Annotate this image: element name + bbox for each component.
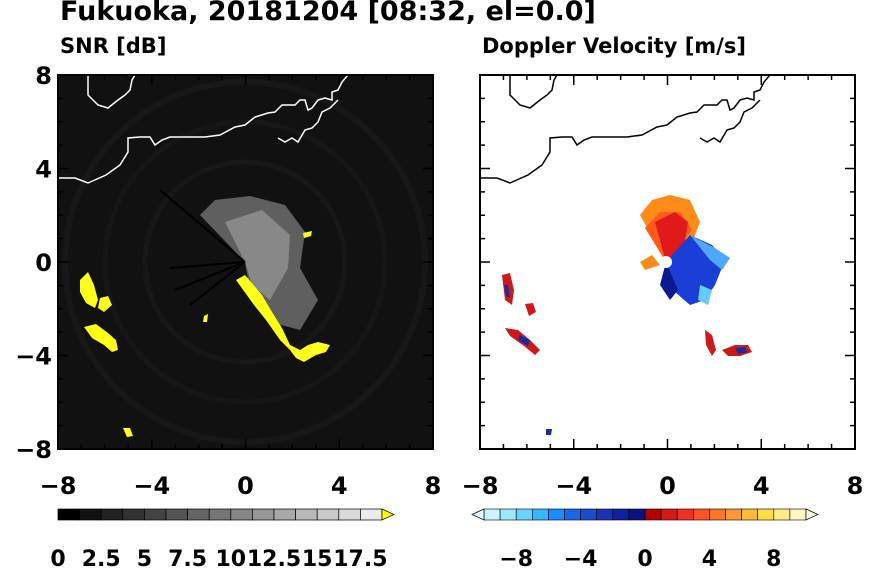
doppler-colorbar-cell xyxy=(644,508,662,521)
snr-y-tick-label: 0 xyxy=(35,249,52,277)
snr-colorbar-extend xyxy=(381,508,395,521)
doppler-colorbar-cell xyxy=(725,508,742,521)
doppler-colorbar-cell xyxy=(628,508,646,521)
doppler-colorbar-tick: 0 xyxy=(637,547,652,570)
snr-colorbar-cell xyxy=(122,508,145,521)
snr-colorbar-cell xyxy=(230,508,253,521)
snr-colorbar-cell xyxy=(79,508,102,521)
snr-colorbar-cell xyxy=(338,508,361,521)
doppler-colorbar-cell xyxy=(789,508,807,521)
snr-colorbar-cell xyxy=(360,508,383,521)
snr-colorbar-tick: 7.5 xyxy=(168,547,207,570)
snr-colorbar-cell xyxy=(252,508,275,521)
snr-colorbar-cell xyxy=(144,508,167,521)
doppler-west-patch xyxy=(640,255,660,270)
snr-x-tick-label: −8 xyxy=(40,472,77,500)
doppler-x-tick-label: 4 xyxy=(753,472,770,500)
doppler-colorbar-extend-min xyxy=(471,508,485,521)
snr-colorbar-tick: 2.5 xyxy=(82,547,121,570)
doppler-colorbar-cell xyxy=(612,508,630,521)
doppler-colorbar-cell xyxy=(692,508,710,521)
colorbar-layer: 0 2.5 5 7.5 10 12.5 15 17.5 −8 −4 0 4 8 xyxy=(50,508,819,570)
snr-colorbar-cell xyxy=(100,508,124,521)
snr-colorbar-tick: 10 xyxy=(215,547,246,570)
snr-panel-title: SNR [dB] xyxy=(60,34,167,58)
doppler-panel-title: Doppler Velocity [m/s] xyxy=(482,34,746,58)
snr-coastline xyxy=(58,74,349,184)
doppler-colorbar-cell xyxy=(596,508,614,521)
doppler-colorbar-extend-max xyxy=(805,508,819,521)
snr-y-tick-label: 8 xyxy=(35,62,52,90)
doppler-colorbar-cell xyxy=(531,508,549,521)
doppler-coastline xyxy=(480,74,771,184)
snr-colorbar-tick: 12.5 xyxy=(247,547,301,570)
doppler-panel xyxy=(480,74,855,449)
doppler-echoes xyxy=(502,273,752,435)
doppler-colorbar-cell xyxy=(499,508,517,521)
doppler-colorbar-tick: −8 xyxy=(499,547,533,570)
snr-x-tick-label: −4 xyxy=(133,472,170,500)
axes-layer: −8 −8 −4 −4 0 0 4 4 8 8 −8 −4 0 4 8 xyxy=(15,62,863,500)
snr-panel xyxy=(58,74,433,449)
figure-title: Fukuoka, 20181204 [08:32, el=0.0] xyxy=(60,0,596,27)
snr-colorbar-cell xyxy=(165,508,188,521)
snr-y-tick-label: 4 xyxy=(35,156,52,184)
snr-colorbar-tick: 5 xyxy=(137,547,152,570)
snr-colorbar-tick: 17.5 xyxy=(333,547,387,570)
doppler-colorbar-cell xyxy=(660,508,678,521)
snr-y-tick-label: −4 xyxy=(15,343,52,371)
doppler-colorbar-cell xyxy=(676,508,694,521)
snr-x-tick-label: 0 xyxy=(237,472,254,500)
snr-y-tick-label: −8 xyxy=(15,436,52,464)
doppler-colorbar-tick: 8 xyxy=(766,547,781,570)
snr-colorbar-tick: 0 xyxy=(50,547,65,570)
snr-clutter-core xyxy=(225,210,290,300)
snr-colorbar-cell xyxy=(316,508,340,521)
doppler-dark-blue xyxy=(660,262,678,300)
radar-site xyxy=(660,256,672,268)
snr-echoes xyxy=(80,231,330,437)
doppler-colorbar-cell xyxy=(483,508,501,521)
doppler-x-tick-label: −8 xyxy=(462,472,499,500)
snr-colorbar-cell xyxy=(273,508,296,521)
doppler-cyan-edge xyxy=(698,285,712,305)
snr-colorbar-cell xyxy=(57,508,80,521)
doppler-x-tick-label: 0 xyxy=(659,472,676,500)
snr-colorbar-cell xyxy=(208,508,232,521)
snr-colorbar-cell xyxy=(187,508,210,521)
snr-blocked-beams xyxy=(159,189,246,306)
snr-x-tick-label: 8 xyxy=(425,472,442,500)
doppler-x-tick-label: 8 xyxy=(847,472,864,500)
doppler-colorbar-tick: 4 xyxy=(702,547,717,570)
doppler-colorbar-cell xyxy=(741,508,758,521)
doppler-colorbar-cell xyxy=(580,508,597,521)
doppler-colorbar-cell xyxy=(515,508,533,521)
doppler-colorbar-cell xyxy=(709,508,726,521)
snr-x-tick-label: 4 xyxy=(331,472,348,500)
doppler-colorbar-cell xyxy=(773,508,791,521)
doppler-x-tick-label: −4 xyxy=(555,472,592,500)
snr-colorbar-tick: 15 xyxy=(302,547,333,570)
doppler-light-blue xyxy=(690,235,730,270)
snr-colorbar-cell xyxy=(295,508,318,521)
doppler-colorbar-cell xyxy=(548,508,565,521)
doppler-colorbar-cell xyxy=(564,508,581,521)
doppler-colorbar-cell xyxy=(757,508,775,521)
doppler-colorbar-tick: −4 xyxy=(564,547,598,570)
